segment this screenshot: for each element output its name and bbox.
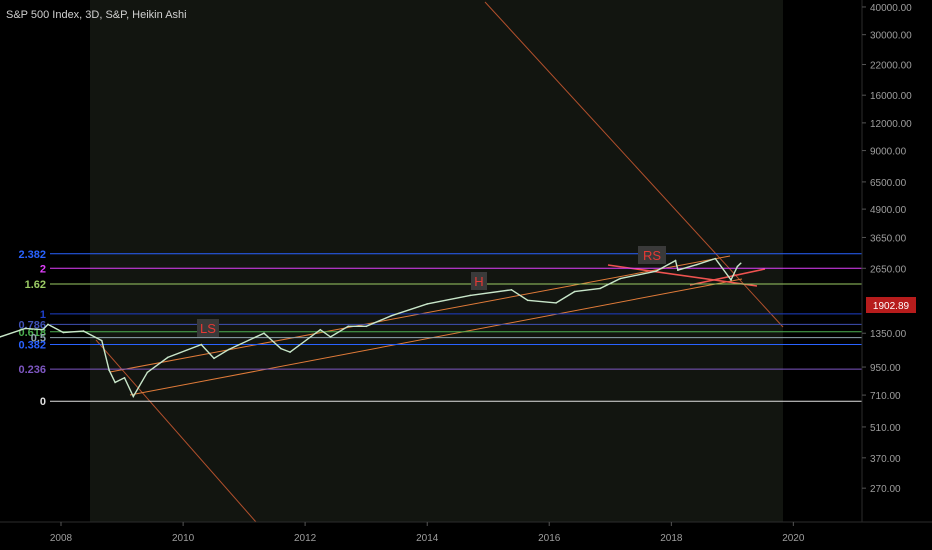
fib-label-0: 2.382 xyxy=(18,249,46,261)
price-point-24 xyxy=(426,303,429,305)
price-point-38 xyxy=(736,265,739,268)
fib-label-1: 2 xyxy=(40,263,46,275)
price-point-1 xyxy=(24,327,27,330)
long-descending-trendline xyxy=(484,1,784,328)
price-point-34 xyxy=(677,269,679,271)
price-point-35 xyxy=(695,263,698,266)
chart-title: S&P 500 Index, 3D, S&P, Heikin Ashi xyxy=(6,9,187,21)
lower-descending-trendline xyxy=(95,339,257,523)
price-point-36 xyxy=(714,257,717,260)
fib-label-3: 1 xyxy=(40,309,46,321)
y-tick-label-9: 2650.00 xyxy=(870,264,907,275)
time-axis[interactable]: 2008 2010 2012 2014 2016 2018 2020 xyxy=(50,522,805,544)
y-tick-label-3: 16000.00 xyxy=(870,91,912,102)
price-point-6 xyxy=(100,339,103,342)
channel-lower-line xyxy=(129,278,743,396)
last-price-label: 1902.89 xyxy=(873,301,910,312)
y-tick-label-7: 4900.00 xyxy=(870,205,907,216)
x-tick-label-4: 2016 xyxy=(538,533,561,544)
y-tick-label-12: 710.00 xyxy=(870,391,901,402)
x-tick-label-2: 2012 xyxy=(294,533,317,544)
y-tick-label-4: 12000.00 xyxy=(870,119,912,130)
x-tick-label-3: 2014 xyxy=(416,533,439,544)
y-tick-label-6: 6500.00 xyxy=(870,178,907,189)
price-point-10 xyxy=(132,395,135,398)
price-point-21 xyxy=(347,325,350,328)
price-point-33 xyxy=(674,259,677,262)
price-point-4 xyxy=(62,331,65,334)
price-series xyxy=(0,257,742,399)
price-point-5 xyxy=(82,330,85,332)
x-tick-label-1: 2010 xyxy=(172,533,195,544)
fib-label-6: 0.5 xyxy=(31,333,46,345)
shaded-projection-region xyxy=(90,0,783,522)
y-tick-label-8: 3650.00 xyxy=(870,233,907,244)
annotation-h-label: H xyxy=(474,274,483,289)
price-point-12 xyxy=(166,356,169,359)
annotation-h: H xyxy=(471,272,487,290)
price-point-11 xyxy=(146,371,149,374)
y-tick-label-2: 22000.00 xyxy=(870,61,912,72)
price-point-39 xyxy=(739,262,742,265)
price-point-16 xyxy=(263,332,265,335)
price-point-25 xyxy=(469,294,471,297)
y-tick-label-15: 270.00 xyxy=(870,484,901,495)
y-tick-label-13: 510.00 xyxy=(870,423,901,434)
price-axis[interactable]: 40000.00 30000.00 22000.00 16000.00 12000.00… xyxy=(862,3,912,495)
price-point-0 xyxy=(0,336,1,338)
price-point-29 xyxy=(573,290,576,293)
rs-neckline-2 xyxy=(689,268,766,286)
price-point-26 xyxy=(510,288,513,291)
price-line xyxy=(0,257,742,399)
y-tick-label-1: 30000.00 xyxy=(870,31,912,42)
price-point-7 xyxy=(108,369,110,371)
price-point-18 xyxy=(289,351,291,353)
price-point-31 xyxy=(619,277,622,280)
fib-label-8: 0.236 xyxy=(18,364,46,376)
annotation-ls: LS xyxy=(197,319,219,337)
annotation-ls-label: LS xyxy=(200,321,216,336)
price-point-20 xyxy=(329,336,332,338)
price-point-28 xyxy=(555,302,557,304)
price-point-3 xyxy=(47,323,49,326)
x-tick-label-6: 2020 xyxy=(782,533,805,544)
x-tick-label-5: 2018 xyxy=(660,533,683,544)
y-tick-label-10: 1350.00 xyxy=(870,329,907,340)
last-price-badge: 1902.89 xyxy=(866,297,916,313)
price-point-32 xyxy=(655,270,657,273)
price-point-9 xyxy=(123,376,126,379)
annotation-rs-label: RS xyxy=(643,248,661,263)
y-tick-label-14: 370.00 xyxy=(870,454,901,465)
price-point-19 xyxy=(319,328,322,331)
price-point-2 xyxy=(42,328,44,331)
y-tick-label-0: 40000.00 xyxy=(870,3,912,14)
price-point-23 xyxy=(390,314,393,317)
x-tick-label-0: 2008 xyxy=(50,533,73,544)
price-point-14 xyxy=(213,357,215,360)
price-point-8 xyxy=(114,381,116,384)
price-point-17 xyxy=(280,347,282,350)
y-tick-label-5: 9000.00 xyxy=(870,147,907,158)
price-point-30 xyxy=(599,287,601,290)
fib-label-2: 1.62 xyxy=(25,279,46,291)
annotation-rs: RS xyxy=(638,246,666,264)
fib-label-7: 0.382 xyxy=(18,340,46,352)
price-point-15 xyxy=(227,348,230,351)
fib-label-9: 0 xyxy=(40,396,46,408)
y-tick-label-11: 950.00 xyxy=(870,363,901,374)
price-point-27 xyxy=(526,299,529,302)
price-point-22 xyxy=(365,325,368,328)
price-point-13 xyxy=(200,343,203,346)
price-point-37 xyxy=(730,279,732,281)
